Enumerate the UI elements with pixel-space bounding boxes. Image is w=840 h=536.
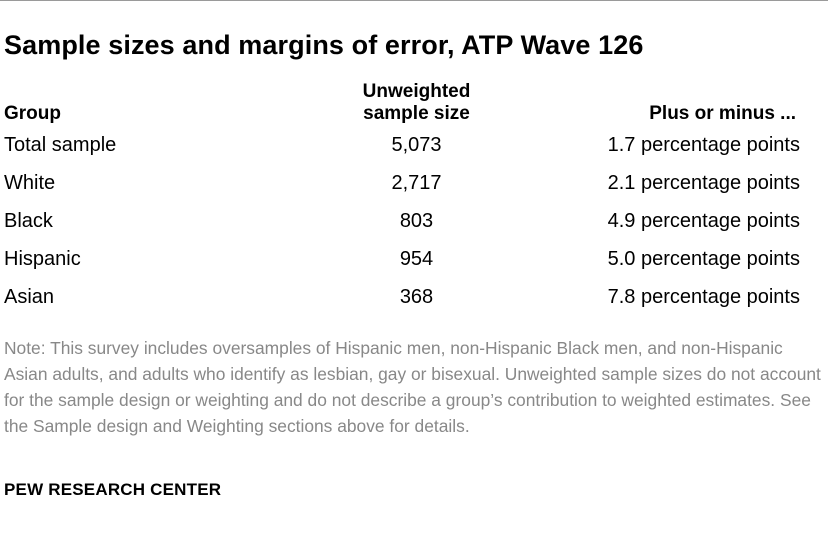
header-group: Group: [4, 103, 61, 124]
row-sample-size: 803: [399, 210, 434, 232]
row-margin-of-error: 5.0 percentage points: [607, 248, 800, 270]
table-row: Hispanic 954 5.0 percentage points: [0, 240, 830, 278]
row-group-label: Hispanic: [4, 248, 81, 270]
row-sample-size: 368: [399, 286, 434, 308]
row-group-label: Total sample: [4, 134, 117, 156]
row-margin-of-error: 2.1 percentage points: [607, 172, 800, 194]
row-sample-size: 954: [399, 248, 434, 270]
table-row: Total sample 5,073 1.7 percentage points: [0, 126, 830, 164]
row-margin-of-error: 4.9 percentage points: [607, 210, 800, 232]
header-sample-size-line1: Unweighted: [362, 81, 471, 102]
header-margin-of-error: Plus or minus ...: [649, 103, 796, 124]
table-row: Black 803 4.9 percentage points: [0, 202, 830, 240]
row-group-label: Black: [4, 210, 53, 232]
footnote: Note: This survey includes oversamples o…: [4, 338, 821, 436]
row-group-label: Asian: [4, 286, 55, 308]
row-margin-of-error: 7.8 percentage points: [607, 286, 800, 308]
row-margin-of-error: 1.7 percentage points: [607, 134, 800, 156]
table-header-row: Group Unweighted sample size Plus or min…: [0, 77, 830, 126]
top-divider: [0, 0, 828, 1]
header-sample-size-line2: sample size: [363, 103, 470, 124]
source-credit: PEW RESEARCH CENTER: [4, 480, 222, 499]
row-sample-size: 5,073: [391, 134, 442, 156]
chart-title: Sample sizes and margins of error, ATP W…: [4, 30, 644, 60]
row-group-label: White: [4, 172, 56, 194]
row-sample-size: 2,717: [391, 172, 442, 194]
header-sample-size: Unweighted sample size: [334, 77, 499, 126]
sample-size-table: Group Unweighted sample size Plus or min…: [0, 77, 830, 316]
table-row: Asian 368 7.8 percentage points: [0, 278, 830, 316]
table-row: White 2,717 2.1 percentage points: [0, 164, 830, 202]
